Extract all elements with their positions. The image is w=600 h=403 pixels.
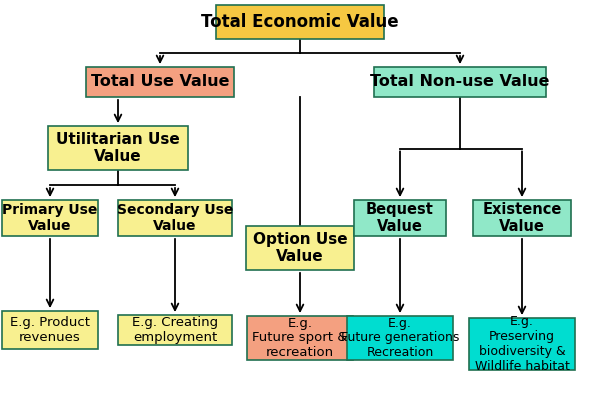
- FancyBboxPatch shape: [469, 318, 575, 370]
- Text: Primary Use
Value: Primary Use Value: [2, 203, 98, 233]
- FancyBboxPatch shape: [216, 5, 384, 39]
- FancyBboxPatch shape: [246, 226, 354, 270]
- Text: E.g.
Preserving
biodiversity &
Wildlife habitat: E.g. Preserving biodiversity & Wildlife …: [475, 315, 569, 373]
- Text: Utilitarian Use
Value: Utilitarian Use Value: [56, 132, 180, 164]
- FancyBboxPatch shape: [247, 316, 353, 360]
- FancyBboxPatch shape: [2, 200, 98, 236]
- FancyBboxPatch shape: [2, 311, 98, 349]
- Text: Total Use Value: Total Use Value: [91, 75, 229, 89]
- FancyBboxPatch shape: [354, 200, 446, 236]
- Text: Total Non-use Value: Total Non-use Value: [370, 75, 550, 89]
- FancyBboxPatch shape: [86, 67, 234, 97]
- Text: E.g.
Future generations
Recreation: E.g. Future generations Recreation: [341, 316, 459, 359]
- Text: Total Economic Value: Total Economic Value: [201, 13, 399, 31]
- Text: Existence
Value: Existence Value: [482, 202, 562, 234]
- Text: Secondary Use
Value: Secondary Use Value: [117, 203, 233, 233]
- FancyBboxPatch shape: [118, 200, 232, 236]
- Text: Bequest
Value: Bequest Value: [366, 202, 434, 234]
- Text: Option Use
Value: Option Use Value: [253, 232, 347, 264]
- FancyBboxPatch shape: [374, 67, 546, 97]
- Text: E.g. Creating
employment: E.g. Creating employment: [132, 316, 218, 344]
- FancyBboxPatch shape: [347, 316, 453, 360]
- FancyBboxPatch shape: [118, 315, 232, 345]
- Text: E.g.
Future sport &
recreation: E.g. Future sport & recreation: [252, 316, 348, 359]
- Text: E.g. Product
revenues: E.g. Product revenues: [10, 316, 90, 344]
- FancyBboxPatch shape: [48, 126, 188, 170]
- FancyBboxPatch shape: [473, 200, 571, 236]
